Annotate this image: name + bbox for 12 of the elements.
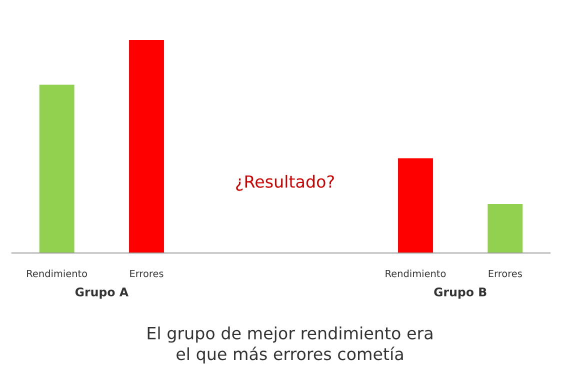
bar [129, 40, 164, 253]
annotation: ¿Resultado? [236, 174, 334, 191]
text: Grupo B [434, 287, 486, 299]
bar [398, 158, 433, 253]
x-tick-label: Rendimiento [386, 270, 446, 278]
text: Grupo A [75, 287, 128, 299]
x-tick-label: Errores [488, 270, 522, 278]
bar [39, 84, 74, 253]
bar [488, 204, 523, 253]
x-tick-label: Errores [130, 270, 164, 278]
x-tick-label: Rendimiento [27, 270, 88, 278]
text: El grupo de mejor rendimiento era el que más errores cometía [148, 326, 432, 364]
